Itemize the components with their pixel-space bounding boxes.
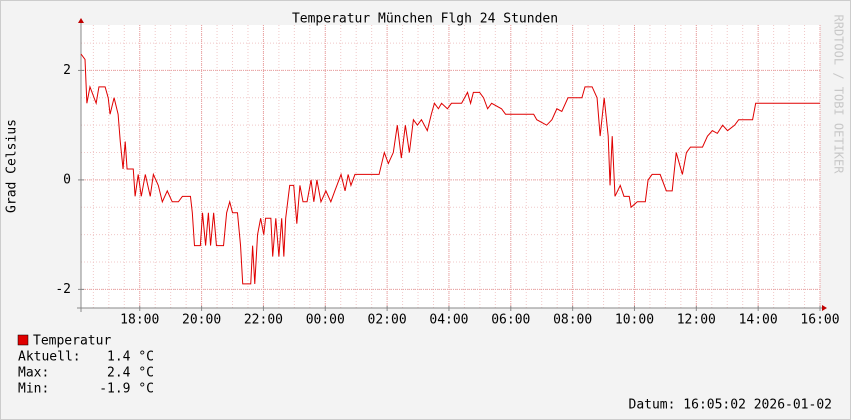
x-tick-label: 10:00 <box>615 313 654 328</box>
x-tick-label: 20:00 <box>182 313 221 328</box>
y-axis-label: Grad Celsius <box>5 119 20 213</box>
legend-label: Temperatur <box>33 334 111 349</box>
series-line <box>80 53 820 285</box>
stat-value: 2.4 °C <box>107 366 154 381</box>
x-tick-label: 02:00 <box>368 313 407 328</box>
stat-label: Aktuell: <box>18 350 81 365</box>
y-tick-label: -2 <box>55 282 71 297</box>
watermark: RRDTOOL / TOBI OETIKER <box>832 15 846 175</box>
stat-value: 1.4 °C <box>107 350 154 365</box>
y-tick-label: 0 <box>63 172 71 187</box>
stat-value: -1.9 °C <box>99 382 154 397</box>
x-axis-arrow <box>822 305 827 311</box>
y-axis-arrow <box>78 18 84 23</box>
x-tick-label: 06:00 <box>491 313 530 328</box>
y-tick-label: 2 <box>63 63 71 78</box>
footer: Datum: 16:05:02 2026-01-02 <box>629 398 833 413</box>
x-tick-label: 04:00 <box>429 313 468 328</box>
x-tick-label: 14:00 <box>739 313 778 328</box>
stat-label: Max: <box>18 366 49 381</box>
chart-title: Temperatur München Flgh 24 Stunden <box>292 12 558 27</box>
x-tick-label: 12:00 <box>677 313 716 328</box>
x-tick-label: 16:00 <box>800 313 839 328</box>
x-tick-label: 18:00 <box>120 313 159 328</box>
x-tick-label: 00:00 <box>306 313 345 328</box>
legend-swatch <box>17 334 29 346</box>
x-tick-label: 08:00 <box>553 313 592 328</box>
stat-label: Min: <box>18 382 49 397</box>
x-tick-label: 22:00 <box>244 313 283 328</box>
plot-area <box>81 25 820 308</box>
